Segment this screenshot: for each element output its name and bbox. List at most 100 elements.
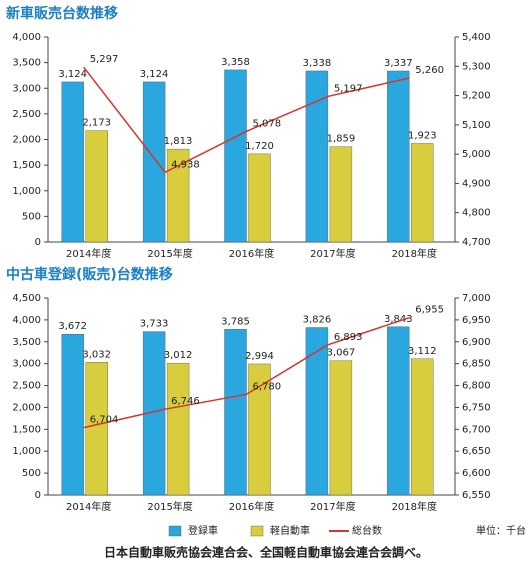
- line-value-label: 5,078: [253, 118, 282, 129]
- y-tick-label: 4,000: [12, 32, 41, 43]
- y-tick-label: 2,500: [12, 381, 41, 392]
- y-tick-label: 0: [35, 490, 41, 501]
- y-tick-label: 4,500: [12, 293, 41, 304]
- bar-value-label: 3,032: [82, 349, 111, 360]
- bar: [305, 327, 329, 496]
- line: [83, 316, 410, 429]
- bar: [224, 329, 247, 496]
- y-tick-label: 1,000: [12, 186, 41, 197]
- y-tick-label: 3,500: [12, 337, 41, 348]
- x-tick-label: 2018年度: [392, 500, 437, 513]
- x-tick-label: 2017年度: [310, 500, 355, 513]
- x-tick-label: 2018年度: [392, 247, 437, 260]
- bar: [329, 360, 353, 496]
- bar: [305, 70, 329, 243]
- line-value-label: 4,938: [171, 159, 200, 170]
- bar: [142, 81, 166, 243]
- bar-value-label: 3,124: [58, 69, 87, 80]
- line-value-label: 6,746: [171, 396, 200, 407]
- y2-tick-label: 6,850: [462, 359, 491, 370]
- y-tick-label: 2,500: [12, 109, 41, 120]
- x-tick-label: 2014年度: [66, 247, 111, 260]
- bar: [387, 70, 410, 243]
- legend-swatch: [250, 525, 264, 537]
- y2-tick-label: 6,800: [462, 381, 491, 392]
- bar: [61, 334, 84, 496]
- bar: [387, 326, 410, 496]
- y2-tick-label: 6,950: [462, 315, 491, 326]
- bar-value-label: 3,124: [140, 69, 169, 80]
- chart-title: 新車販売台数推移: [6, 5, 118, 22]
- line-value-label: 6,893: [334, 332, 363, 343]
- y-tick-label: 3,500: [12, 58, 41, 69]
- bar: [61, 81, 84, 243]
- bar: [224, 69, 247, 243]
- y-tick-label: 2,000: [12, 135, 41, 146]
- y2-tick-label: 7,000: [462, 293, 491, 304]
- y2-tick-label: 6,650: [462, 446, 491, 457]
- line-value-label: 6,780: [253, 381, 282, 392]
- y-tick-label: 1,500: [12, 424, 41, 435]
- x-tick-label: 2014年度: [66, 500, 111, 513]
- y2-tick-label: 4,700: [462, 237, 491, 248]
- bar-value-label: 3,785: [221, 316, 250, 327]
- y-tick-label: 3,000: [12, 83, 41, 94]
- y-tick-label: 500: [22, 468, 41, 479]
- bar: [85, 130, 108, 243]
- bar-value-label: 1,813: [164, 136, 193, 147]
- y2-tick-label: 4,900: [462, 178, 491, 189]
- bar-value-label: 1,720: [245, 141, 274, 152]
- bar: [411, 358, 434, 496]
- bar-value-label: 3,733: [140, 319, 169, 330]
- source: 日本自動車販売協会連合会、全国軽自動車協会連合会調べ。: [104, 545, 428, 560]
- y2-tick-label: 4,800: [462, 208, 491, 219]
- y-tick-label: 4,000: [12, 315, 41, 326]
- y2-tick-label: 6,550: [462, 490, 491, 501]
- y-tick-label: 3,000: [12, 359, 41, 370]
- line-value-label: 5,260: [415, 65, 444, 76]
- y2-tick-label: 5,300: [462, 61, 491, 72]
- y2-tick-label: 6,750: [462, 402, 491, 413]
- x-tick-label: 2016年度: [229, 247, 274, 260]
- bar: [166, 148, 190, 243]
- bar-value-label: 3,067: [327, 348, 356, 359]
- y2-tick-label: 5,100: [462, 120, 491, 131]
- bar-value-label: 3,826: [303, 315, 332, 326]
- bar-value-label: 3,012: [164, 350, 193, 361]
- bar-value-label: 3,338: [303, 58, 332, 69]
- legend-label: 総台数: [352, 524, 382, 537]
- y2-tick-label: 5,400: [462, 32, 491, 43]
- y2-tick-label: 6,900: [462, 337, 491, 348]
- y-tick-label: 1,000: [12, 446, 41, 457]
- bar-value-label: 3,112: [408, 346, 437, 357]
- x-tick-label: 2015年度: [147, 247, 192, 260]
- y-tick-label: 2,000: [12, 402, 41, 413]
- line-value-label: 6,704: [90, 415, 119, 426]
- bar: [248, 153, 271, 243]
- bar-value-label: 3,843: [384, 314, 413, 325]
- y2-tick-label: 5,000: [462, 149, 491, 160]
- bar: [248, 363, 271, 496]
- bar-value-label: 1,859: [327, 134, 356, 145]
- y2-tick-label: 6,700: [462, 424, 491, 435]
- bar: [411, 143, 434, 243]
- bar-value-label: 3,358: [221, 57, 250, 68]
- bar-value-label: 3,672: [58, 321, 87, 332]
- bar-value-label: 2,173: [82, 118, 111, 129]
- legend-label: 軽自動車: [270, 524, 310, 537]
- legend-swatch: [168, 525, 182, 537]
- line-value-label: 6,955: [415, 305, 444, 316]
- y-tick-label: 500: [22, 211, 41, 222]
- bar: [85, 362, 108, 496]
- unit-note: 単位：千台: [476, 524, 526, 537]
- y2-tick-label: 5,200: [462, 91, 491, 102]
- y-tick-label: 0: [35, 237, 41, 248]
- x-tick-label: 2015年度: [147, 500, 192, 513]
- bar-value-label: 1,923: [408, 130, 437, 141]
- bar: [166, 362, 190, 496]
- line-value-label: 5,297: [90, 54, 119, 65]
- legend-label: 登録車: [188, 524, 218, 537]
- bar: [329, 146, 353, 243]
